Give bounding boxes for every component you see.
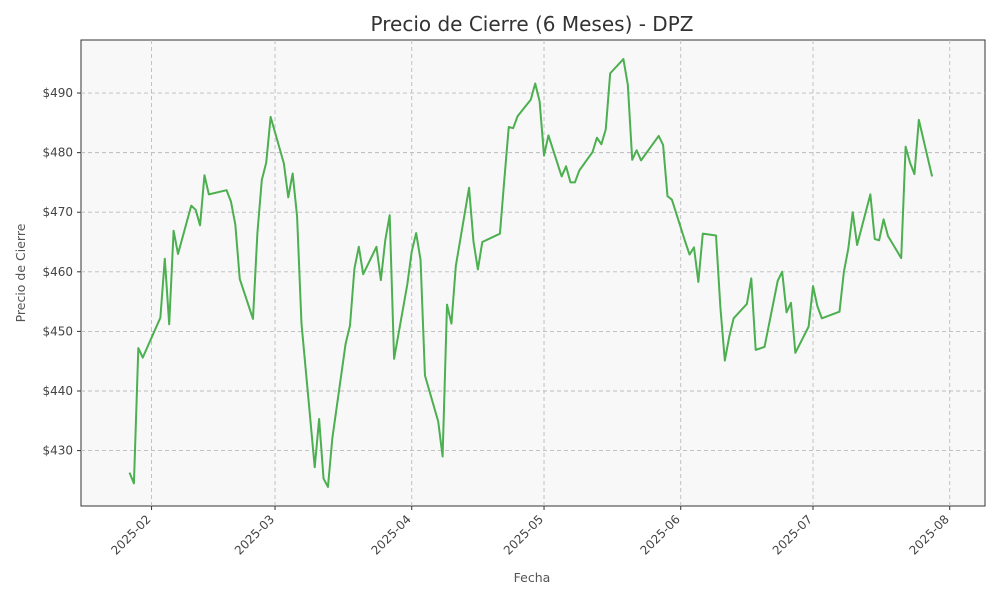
y-tick-label: $460 <box>42 265 73 279</box>
y-axis: $430 $440 $450 $460 $470 $480 $490 <box>42 86 81 458</box>
price-line <box>128 58 934 488</box>
x-tick-label: 2025-07 <box>770 512 815 557</box>
y-tick-label: $430 <box>42 444 73 458</box>
x-axis-label: Fecha <box>514 570 551 585</box>
y-tick-label: $450 <box>42 324 73 338</box>
x-tick-label: 2025-06 <box>637 512 682 557</box>
x-tick-label: 2025-05 <box>501 512 546 557</box>
x-tick-label: 2025-08 <box>906 512 951 557</box>
y-tick-label: $440 <box>42 384 73 398</box>
plot-area <box>80 39 986 507</box>
y-tick-label: $480 <box>42 146 73 160</box>
y-tick-label: $490 <box>42 86 73 100</box>
chart-title: Precio de Cierre (6 Meses) - DPZ <box>371 12 694 36</box>
x-tick-label: 2025-02 <box>108 512 153 557</box>
x-tick-label: 2025-04 <box>368 512 413 557</box>
y-axis-label: Precio de Cierre <box>13 223 28 322</box>
x-axis: 2025-02 2025-03 2025-04 2025-05 2025-06 2025-… <box>108 506 952 558</box>
x-tick-label: 2025-03 <box>232 512 277 557</box>
y-tick-label: $470 <box>42 205 73 219</box>
